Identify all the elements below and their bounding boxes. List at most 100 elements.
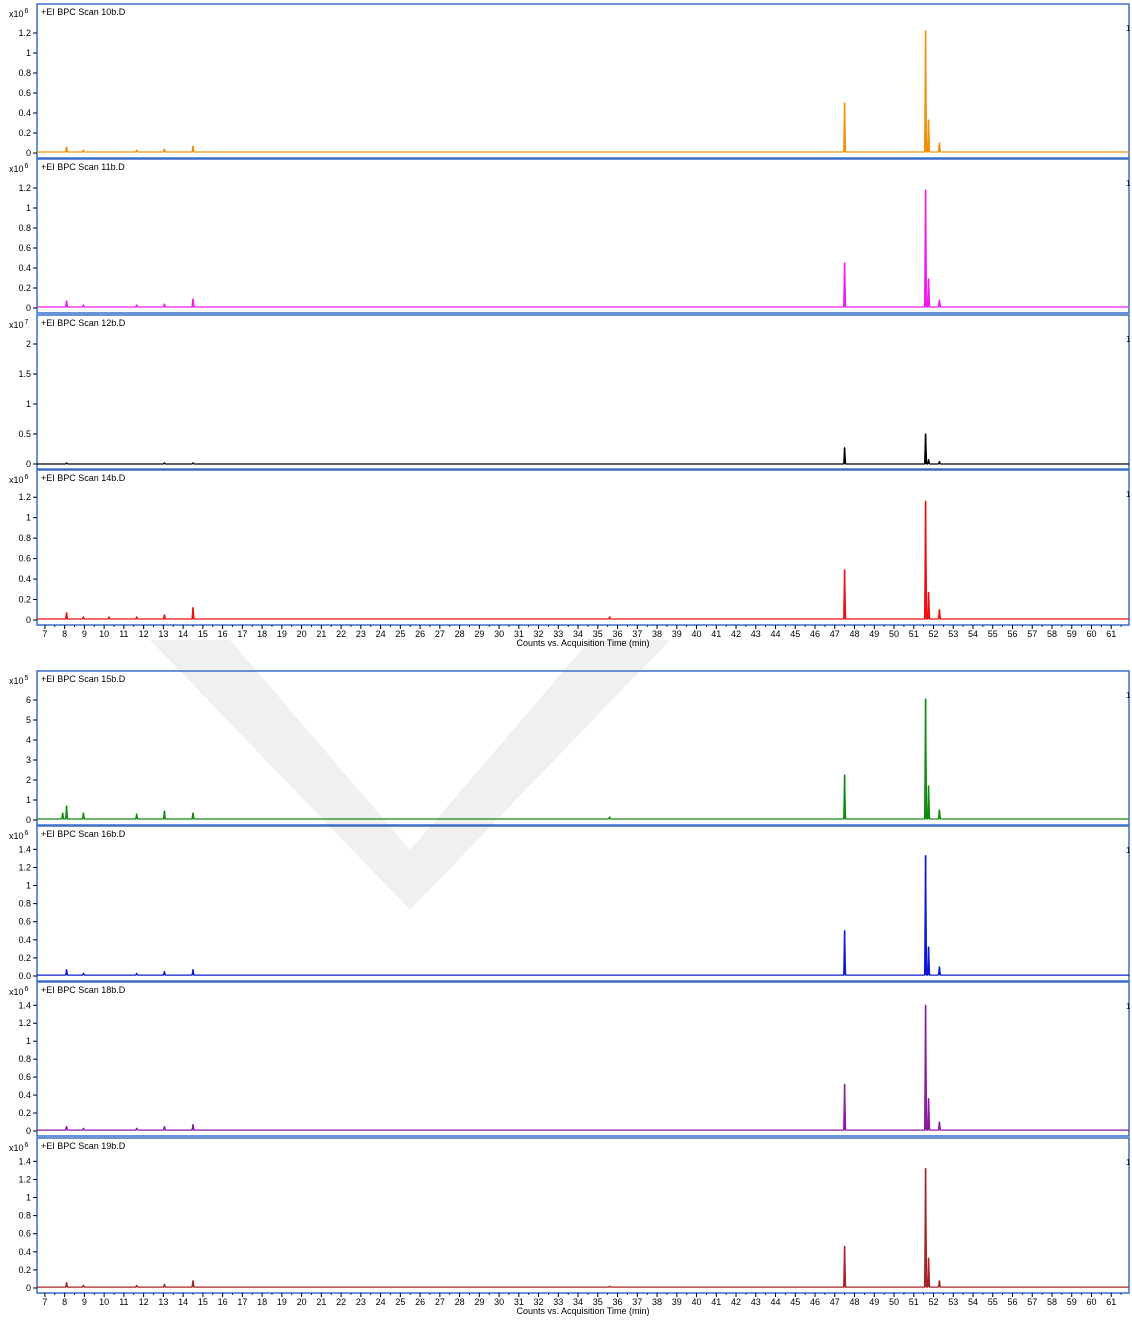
scale-exponent: 6 [25,163,29,170]
x-tick-label: 34 [573,629,583,639]
series-trace [37,1004,1129,1131]
y-tick-label: 1 [26,48,31,58]
x-tick-label: 44 [771,1297,781,1307]
x-tick-label: 9 [82,1297,87,1307]
x-tick-label: 39 [672,629,682,639]
x-tick-label: 13 [158,1297,168,1307]
x-tick-label: 14 [178,629,188,639]
y-tick-label: 0.8 [18,899,31,909]
series-trace [37,30,1129,153]
x-axis: 7 8 9 10 11 12 13 14 15 16 17 18 19 20 21 22 23 24 25 26 27 2… [42,625,1122,648]
x-tick-label: 11 [119,629,128,639]
x-tick-label: 28 [455,629,465,639]
panel-frame [36,1137,1130,1294]
panel-frame [36,314,1130,470]
x-tick-label: 18 [257,629,267,639]
x-tick-label: 40 [692,629,702,639]
y-tick-label: 0.4 [18,935,31,945]
scale-multiplier: x106 [9,830,29,841]
y-tick-label: 0.8 [18,223,31,233]
x-tick-label: 52 [928,1297,938,1307]
y-tick-label: 0.5 [18,429,31,439]
x-tick-label: 42 [731,1297,741,1307]
x-tick-label: 58 [1047,1297,1057,1307]
y-tick-label: 1.4 [18,844,31,854]
y-tick-label: 1 [26,1036,31,1046]
y-tick-label: 0.4 [18,574,31,584]
scale-exponent: 7 [25,319,29,326]
x-tick-label: 33 [553,629,563,639]
x-tick-label: 45 [790,1297,800,1307]
panel-frame [36,469,1130,626]
x-tick-label: 48 [850,629,860,639]
x-tick-label: 13 [158,629,168,639]
x-tick-label: 55 [988,1297,998,1307]
x-tick-label: 40 [692,1297,702,1307]
x-tick-label: 29 [474,1297,484,1307]
x-tick-label: 38 [652,1297,662,1307]
x-tick-label: 31 [514,629,524,639]
chromatogram-panel: +EI BPC Scan 16b.D x106 1 0.0 0.2 0.4 0.6 0.8 1 1… [9,825,1131,982]
y-tick-label: 0.4 [18,1247,31,1257]
y-tick-label: 0.6 [18,88,31,98]
y-tick-label: 6 [26,695,31,705]
scale-multiplier: x106 [9,163,29,174]
y-tick-label: 0.8 [18,1054,31,1064]
x-tick-label: 30 [494,1297,504,1307]
scale-exponent: 5 [25,675,29,682]
y-tick-label: 0.6 [18,1072,31,1082]
y-tick-label: 0.8 [18,533,31,543]
x-tick-label: 27 [435,629,445,639]
x-tick-label: 25 [395,629,405,639]
edge-marker: 1 [1126,24,1131,33]
y-tick-label: 1 [26,203,31,213]
y-tick-label: 1.2 [18,183,31,193]
x-tick-label: 48 [850,1297,860,1307]
x-tick-label: 23 [356,629,366,639]
x-tick-label: 45 [790,629,800,639]
y-tick-label: 4 [26,735,31,745]
y-tick-label: 0 [26,1126,31,1136]
y-tick-label: 1 [26,795,31,805]
panel-title: +EI BPC Scan 12b.D [41,318,126,328]
y-tick-label: 1.2 [18,862,31,872]
x-tick-label: 60 [1086,1297,1096,1307]
edge-marker: 1 [1126,1002,1131,1011]
x-tick-label: 42 [731,629,741,639]
scale-exponent: 6 [25,474,29,481]
chromatogram-panel: +EI BPC Scan 10b.D x106 1 0 0.2 0.4 0.6 0.8 1 1.2 [9,3,1131,159]
y-tick-label: 0 [26,815,31,825]
x-tick-label: 8 [62,629,67,639]
edge-marker: 1 [1126,691,1131,700]
y-tick-label: 5 [26,715,31,725]
panel-frame [36,670,1130,826]
x-tick-label: 16 [218,629,228,639]
panel-title: +EI BPC Scan 11b.D [41,162,125,172]
y-tick-label: 0.2 [18,283,31,293]
chromatogram-panel: +EI BPC Scan 11b.D x106 1 0 0.2 0.4 0.6 0.8 1 1.2 [9,158,1131,314]
scale-exponent: 6 [25,830,29,837]
y-tick-label: 0.0 [18,971,31,981]
y-tick-label: 1.2 [18,28,31,38]
x-tick-label: 59 [1067,1297,1077,1307]
scale-multiplier: x106 [9,986,29,997]
scale-multiplier: x105 [9,675,29,686]
y-tick-label: 1.2 [18,1174,31,1184]
y-tick-label: 0.2 [18,953,31,963]
y-tick-label: 1.4 [18,1156,31,1166]
y-tick-label: 0 [26,459,31,469]
chromatogram-panel: +EI BPC Scan 18b.D x106 1 0 0.2 0.4 0.6 0.8 1 1.2… [9,981,1131,1137]
x-tick-label: 26 [415,629,425,639]
x-tick-label: 36 [613,1297,623,1307]
x-tick-label: 37 [632,1297,642,1307]
x-tick-label: 37 [632,629,642,639]
y-tick-label: 0.4 [18,1090,31,1100]
y-tick-label: 0.8 [18,68,31,78]
x-tick-label: 20 [297,1297,307,1307]
x-tick-label: 51 [909,629,919,639]
x-tick-label: 24 [376,629,386,639]
chromatogram-panel: +EI BPC Scan 15b.D x105 1 0 1 2 3 4 5 6 [9,670,1131,826]
x-tick-label: 47 [830,629,840,639]
x-tick-label: 54 [968,629,978,639]
